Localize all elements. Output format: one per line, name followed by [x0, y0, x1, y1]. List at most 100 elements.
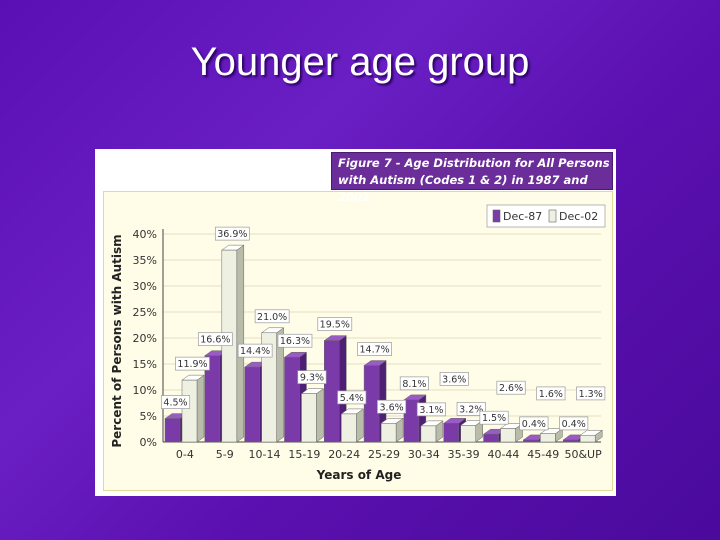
data-label-dec02-box [175, 356, 210, 371]
bar-dec02-side [196, 374, 205, 443]
x-axis-title: Years of Age [316, 468, 402, 482]
slide-title: Younger age group [190, 40, 530, 84]
bar-dec02 [221, 249, 238, 443]
data-label-dec87-box [277, 333, 313, 348]
y-tick-label: 25% [133, 306, 157, 319]
x-tick-label: 20-24 [328, 448, 360, 461]
data-label-dec87: 16.6% [200, 335, 230, 346]
bar-dec87 [164, 418, 181, 443]
data-label-dec87: 8.1% [402, 379, 426, 390]
y-tick-label: 10% [133, 384, 157, 397]
data-label-dec02: 5.4% [340, 393, 364, 404]
x-tick-label: 5-9 [216, 448, 234, 461]
bar-dec02-side [236, 244, 245, 443]
bar-dec02 [579, 434, 596, 443]
y-tick-label: 40% [133, 228, 157, 241]
bar-dec02-side [356, 408, 364, 443]
bar-dec87 [284, 356, 300, 443]
data-label-dec87-box [399, 376, 429, 391]
x-tick-label: 25-29 [368, 448, 400, 461]
y-tick-label: 15% [133, 358, 157, 371]
bar-dec02 [460, 425, 476, 443]
data-label-dec87: 0.4% [562, 419, 586, 430]
y-tick-label: 35% [133, 254, 157, 267]
bar-dec02 [500, 428, 516, 443]
data-label-dec87-box [559, 416, 589, 431]
data-label-dec87: 0.4% [522, 419, 546, 430]
data-label-dec87-box [237, 343, 273, 358]
bar-dec87 [562, 439, 579, 443]
data-label-dec02: 2.6% [499, 383, 523, 394]
data-label-dec02: 3.2% [459, 404, 483, 415]
data-label-dec87-box [197, 332, 233, 347]
data-label-dec02-box [254, 309, 290, 324]
data-label-dec87: 3.6% [442, 374, 466, 385]
bar-dec02 [261, 332, 277, 443]
bar-dec02 [181, 379, 198, 443]
data-label-dec87: 4.5% [163, 398, 187, 409]
data-label-dec02-box [576, 386, 606, 401]
x-tick-label: 40-44 [487, 448, 519, 461]
bar-dec02 [301, 393, 317, 443]
legend-label: Dec-87 [503, 210, 542, 223]
bar-dec02 [420, 425, 437, 443]
data-label-dec02-box [456, 402, 486, 416]
legend-label: Dec-02 [559, 210, 598, 223]
data-label-dec02-box [337, 390, 367, 405]
y-axis-title: Percent of Persons with Autism [110, 234, 124, 447]
data-label-dec87: 16.3% [280, 336, 310, 347]
data-label-dec02: 21.0% [257, 312, 287, 323]
data-label-dec02-box [297, 370, 327, 384]
x-tick-label: 10-14 [249, 448, 281, 461]
data-label-dec87-box [439, 372, 469, 386]
data-label-dec87-box [317, 317, 353, 331]
figure-caption: Figure 7 - Age Distribution for All Pers… [331, 152, 613, 204]
data-label-dec87-box [357, 342, 392, 356]
y-tick-label: 30% [133, 280, 157, 293]
bar-dec87 [523, 439, 539, 443]
bar-dec87 [204, 355, 221, 443]
data-label-dec87: 1.5% [482, 413, 506, 424]
x-tick-label: 30-34 [408, 448, 440, 461]
data-label-dec02: 3.6% [380, 402, 404, 413]
bar-chart: Percent of Persons with Autism Years of … [110, 204, 606, 482]
y-tick-label: 0% [140, 436, 157, 449]
data-label-dec87-box [160, 395, 191, 409]
figure-caption-line-1: Figure 7 - Age Distribution for All Pers… [338, 156, 610, 170]
x-tick-label: 50&UP [564, 448, 602, 461]
x-tick-label: 15-19 [288, 448, 320, 461]
data-label-dec02-box [416, 402, 446, 417]
bar-dec02 [341, 413, 357, 443]
data-label-dec87: 19.5% [320, 320, 350, 331]
data-label-dec87-box [479, 410, 509, 425]
data-label-dec02: 1.6% [539, 389, 563, 400]
legend-swatch [548, 209, 557, 223]
y-tick-label: 20% [133, 332, 157, 345]
y-tick-label: 5% [140, 410, 157, 423]
data-label-dec02-box [377, 399, 407, 414]
bar-dec87 [403, 399, 420, 443]
data-label-dec02-box [496, 380, 526, 395]
data-label-dec02: 36.9% [217, 229, 247, 240]
bar-dec87 [244, 366, 260, 443]
x-tick-label: 35-39 [448, 448, 480, 461]
bar-dec02 [380, 423, 397, 443]
data-label-dec87: 14.4% [240, 346, 270, 357]
legend-box [486, 204, 606, 228]
data-label-dec02: 3.1% [419, 405, 443, 416]
data-label-dec02-box [214, 226, 250, 241]
x-tick-label: 45-49 [527, 448, 559, 461]
bar-dec87 [324, 340, 340, 443]
data-label-dec02-box [536, 386, 566, 401]
data-label-dec02: 9.3% [300, 373, 324, 384]
chart-figure: Figure 7 - Age Distribution for All Pers… [95, 149, 616, 496]
data-label-dec02: 1.3% [579, 389, 603, 400]
legend-swatch [492, 209, 501, 223]
data-label-dec02: 11.9% [177, 359, 207, 370]
figure-caption-line-2: with Autism (Codes 1 & 2) in 1987 and 20… [338, 173, 588, 204]
bar-dec87 [363, 365, 380, 443]
data-label-dec87: 14.7% [359, 345, 389, 356]
bar-dec87 [443, 423, 459, 443]
bar-dec02 [540, 433, 556, 443]
x-tick-label: 0-4 [176, 448, 194, 461]
